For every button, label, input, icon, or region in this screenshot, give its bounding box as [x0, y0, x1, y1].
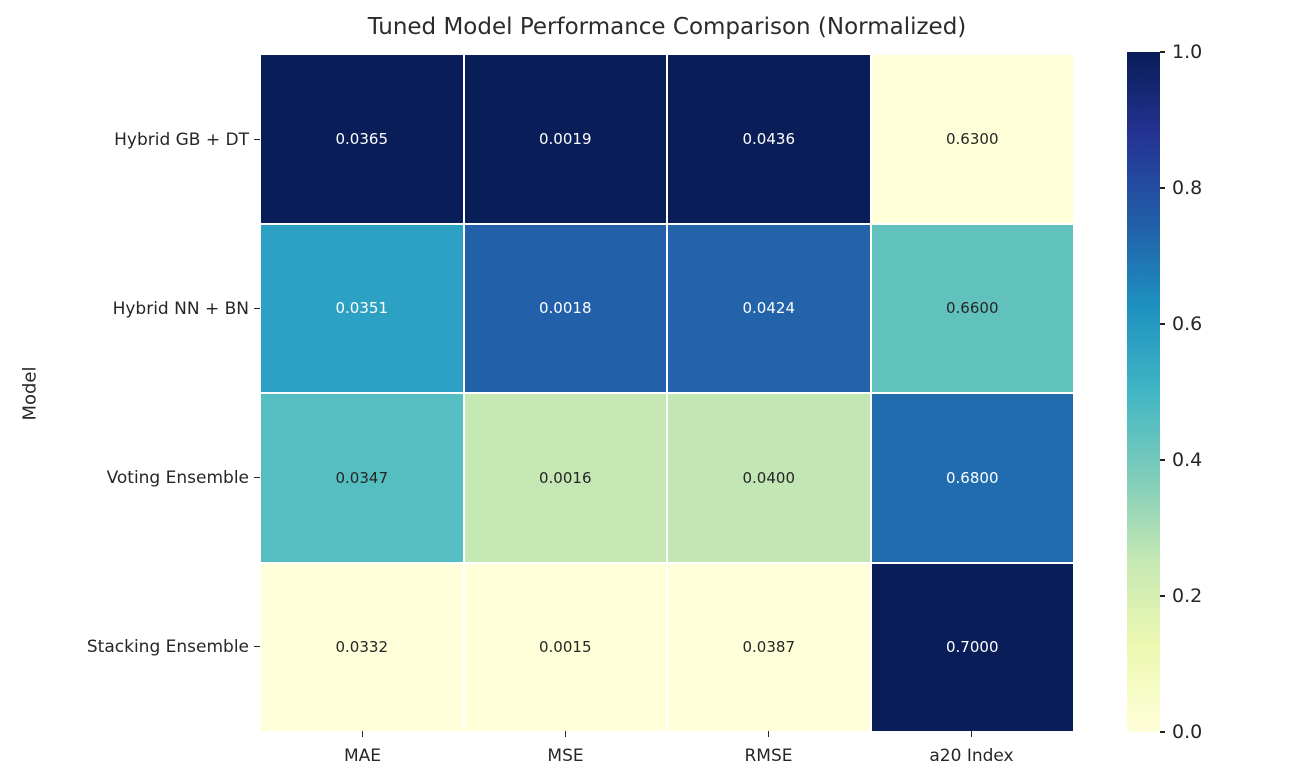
cell-value: 0.0424: [742, 299, 796, 318]
cell-value: 0.6800: [946, 468, 999, 487]
colorbar-tick-mark: [1160, 731, 1165, 733]
cell-value: 0.6600: [946, 299, 999, 318]
heatmap-cell: 0.0018: [464, 224, 666, 392]
x-tick-label: MSE: [547, 746, 584, 766]
colorbar-tick-label: 0.4: [1172, 449, 1203, 471]
y-tick-label: Voting Ensemble: [106, 467, 249, 488]
x-tick-mark: [970, 731, 973, 737]
cell-value: 0.0387: [742, 638, 796, 657]
colorbar-tick-mark: [1160, 51, 1165, 53]
y-tick-mark: [254, 476, 260, 479]
heatmap-cell: 0.0016: [464, 394, 666, 562]
cell-value: 0.0015: [539, 638, 592, 657]
cell-value: 0.0018: [539, 299, 592, 318]
cell-value: 0.0019: [539, 129, 592, 148]
colorbar: [1127, 52, 1160, 732]
y-tick-mark: [254, 307, 260, 310]
cell-value: 0.0351: [335, 299, 389, 318]
heatmap-cell: 0.0015: [464, 563, 666, 731]
x-tick-mark: [564, 731, 567, 737]
heatmap-cell: 0.0347: [261, 394, 463, 562]
y-tick-label: Hybrid GB + DT: [114, 129, 249, 150]
x-tick-label: RMSE: [744, 746, 793, 766]
heatmap-cell: 0.0332: [261, 563, 463, 731]
cell-value: 0.0332: [335, 638, 389, 657]
heatmap-cell: 0.0351: [261, 224, 463, 392]
heatmap-cell: 0.0400: [668, 394, 870, 562]
cell-value: 0.0436: [742, 129, 796, 148]
cell-value: 0.0016: [539, 468, 592, 487]
colorbar-tick-label: 0.8: [1172, 177, 1203, 199]
y-tick-label: Stacking Ensemble: [86, 636, 249, 657]
heatmap-cell: 0.6800: [871, 394, 1073, 562]
heatmap-cell: 0.0387: [668, 563, 870, 731]
colorbar-tick-label: 0.6: [1172, 313, 1203, 335]
colorbar-tick-mark: [1160, 187, 1165, 189]
y-tick-mark: [254, 645, 260, 648]
colorbar-tick-mark: [1160, 323, 1165, 325]
y-tick-mark: [254, 138, 260, 141]
colorbar-tick-mark: [1160, 595, 1165, 597]
y-axis-label: Model: [19, 366, 41, 421]
x-tick-label: MAE: [343, 746, 382, 766]
heatmap-cell: 0.6300: [871, 55, 1073, 223]
colorbar-tick-label: 0.2: [1172, 585, 1203, 607]
heatmap-cell: 0.6600: [871, 224, 1073, 392]
x-tick-label: a20 Index: [929, 746, 1014, 766]
heatmap-cell: 0.0436: [668, 55, 870, 223]
colorbar-tick-label: 0.0: [1172, 721, 1203, 743]
cell-value: 0.0347: [335, 468, 389, 487]
cell-value: 0.6300: [946, 129, 999, 148]
heatmap-cell: 0.0365: [261, 55, 463, 223]
cell-value: 0.0365: [335, 129, 389, 148]
cell-value: 0.0400: [742, 468, 796, 487]
heatmap-grid: 0.0365 0.0019 0.0436 0.6300 0.0351 0.0018 0.04…: [261, 55, 1073, 731]
colorbar-tick-mark: [1160, 459, 1165, 461]
x-tick-mark: [361, 731, 364, 737]
heatmap-cell: 0.0019: [464, 55, 666, 223]
heatmap-cell: 0.7000: [871, 563, 1073, 731]
cell-value: 0.7000: [946, 638, 999, 657]
y-tick-label: Hybrid NN + BN: [112, 298, 249, 319]
colorbar-tick-label: 1.0: [1172, 41, 1203, 63]
x-tick-mark: [767, 731, 770, 737]
heatmap-cell: 0.0424: [668, 224, 870, 392]
chart-title: Tuned Model Performance Comparison (Norm…: [367, 14, 967, 40]
